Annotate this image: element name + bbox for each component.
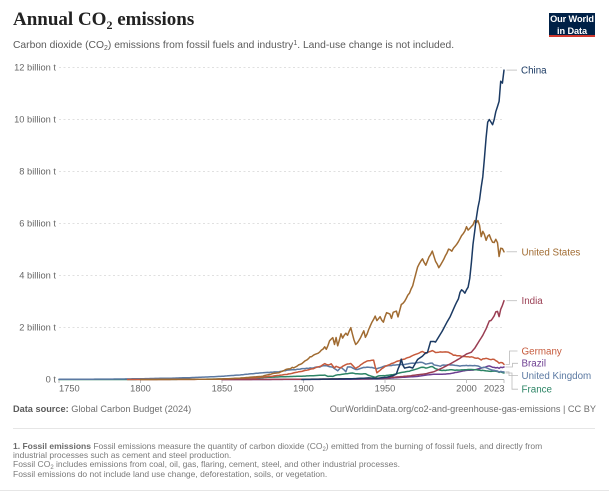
svg-text:United Kingdom: United Kingdom bbox=[522, 371, 592, 382]
svg-text:1800: 1800 bbox=[130, 384, 151, 394]
svg-text:1850: 1850 bbox=[212, 384, 233, 394]
svg-text:12 billion t: 12 billion t bbox=[14, 63, 56, 73]
svg-text:Brazil: Brazil bbox=[522, 359, 547, 370]
svg-text:6 billion t: 6 billion t bbox=[19, 219, 56, 229]
svg-text:India: India bbox=[522, 296, 544, 307]
svg-text:2023: 2023 bbox=[484, 384, 505, 394]
svg-text:1950: 1950 bbox=[375, 384, 396, 394]
svg-text:France: France bbox=[522, 385, 553, 396]
svg-text:China: China bbox=[521, 66, 547, 77]
svg-text:2 billion t: 2 billion t bbox=[19, 323, 56, 333]
svg-text:2000: 2000 bbox=[456, 384, 477, 394]
svg-text:1900: 1900 bbox=[293, 384, 314, 394]
svg-text:United States: United States bbox=[522, 247, 581, 258]
svg-text:10 billion t: 10 billion t bbox=[14, 115, 56, 125]
svg-text:8 billion t: 8 billion t bbox=[19, 167, 56, 177]
svg-text:4 billion t: 4 billion t bbox=[19, 271, 56, 281]
svg-text:0 t: 0 t bbox=[46, 375, 57, 385]
svg-text:1750: 1750 bbox=[59, 384, 80, 394]
svg-text:Germany: Germany bbox=[522, 346, 562, 357]
